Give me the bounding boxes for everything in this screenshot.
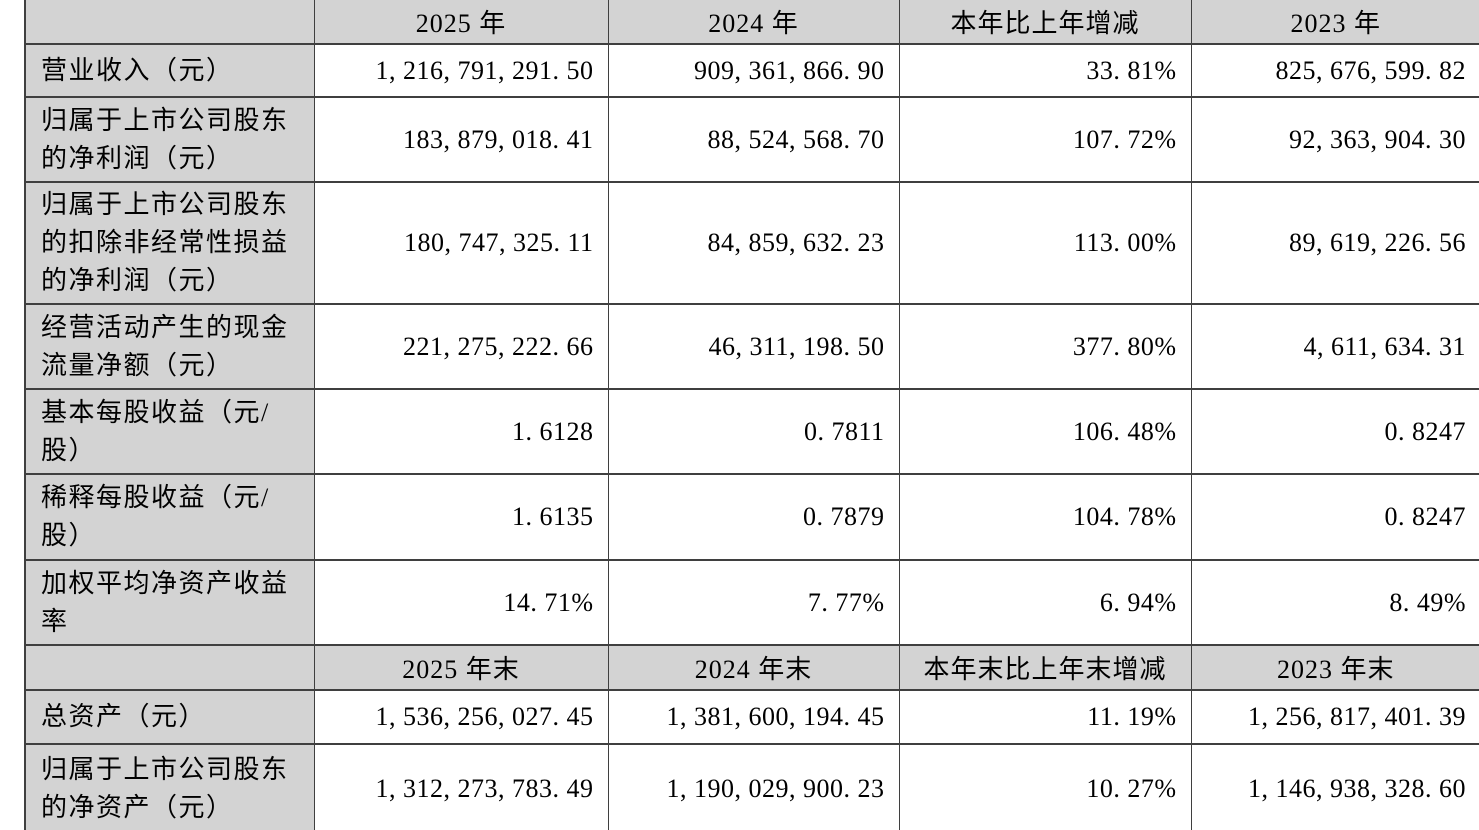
value-2025: 180, 747, 325. 11 [313, 181, 609, 305]
value-change: 11. 19% [898, 689, 1192, 745]
table-row: 经营活动产生的现金 流量净额（元） 221, 275, 222. 66 46, … [24, 303, 1479, 390]
value-2025: 1, 536, 256, 027. 45 [313, 689, 609, 745]
value-change: 377. 80% [898, 303, 1192, 390]
value-2023: 92, 363, 904. 30 [1190, 96, 1479, 183]
table-row: 营业收入（元） 1, 216, 791, 291. 50 909, 361, 8… [24, 43, 1479, 98]
value-2025: 1, 312, 273, 783. 49 [313, 743, 609, 830]
column-header-2023: 2023 年 [1190, 0, 1479, 45]
row-label-operating-cash-flow: 经营活动产生的现金 流量净额（元） [24, 303, 315, 390]
corner-cell [24, 644, 315, 691]
value-2023: 0. 8247 [1190, 388, 1479, 475]
value-2025: 221, 275, 222. 66 [313, 303, 609, 390]
value-change: 113. 00% [898, 181, 1192, 305]
row-label-basic-eps: 基本每股收益（元/ 股） [24, 388, 315, 475]
value-2024: 0. 7879 [607, 473, 900, 561]
value-change: 10. 27% [898, 743, 1192, 830]
row-label-net-profit: 归属于上市公司股东 的净利润（元） [24, 96, 315, 183]
value-2025: 183, 879, 018. 41 [313, 96, 609, 183]
value-2023: 825, 676, 599. 82 [1190, 43, 1479, 98]
value-2023: 89, 619, 226. 56 [1190, 181, 1479, 305]
value-2024: 0. 7811 [607, 388, 900, 475]
table-row: 归属于上市公司股东 的净利润（元） 183, 879, 018. 41 88, … [24, 96, 1479, 183]
value-2024: 1, 381, 600, 194. 45 [607, 689, 900, 745]
value-change: 107. 72% [898, 96, 1192, 183]
value-2023: 1, 256, 817, 401. 39 [1190, 689, 1479, 745]
column-header-2023-end: 2023 年末 [1190, 644, 1479, 691]
row-label-net-assets: 归属于上市公司股东 的净资产（元） [24, 743, 315, 830]
table-row: 2025 年 2024 年 本年比上年增减 2023 年 [24, 0, 1479, 45]
value-2023: 8. 49% [1190, 559, 1479, 646]
value-2024: 7. 77% [607, 559, 900, 646]
row-label-deducted-net-profit: 归属于上市公司股东 的扣除非经常性损益 的净利润（元） [24, 181, 315, 305]
row-label-total-assets: 总资产（元） [24, 689, 315, 745]
table-row: 加权平均净资产收益 率 14. 71% 7. 77% 6. 94% 8. 49% [24, 559, 1479, 646]
table-row: 归属于上市公司股东 的扣除非经常性损益 的净利润（元） 180, 747, 32… [24, 181, 1479, 305]
table-row: 2025 年末 2024 年末 本年末比上年末增减 2023 年末 [24, 644, 1479, 691]
value-2024: 84, 859, 632. 23 [607, 181, 900, 305]
column-header-2024: 2024 年 [607, 0, 900, 45]
value-2024: 88, 524, 568. 70 [607, 96, 900, 183]
value-2023: 4, 611, 634. 31 [1190, 303, 1479, 390]
value-2025: 1. 6128 [313, 388, 609, 475]
value-2025: 14. 71% [313, 559, 609, 646]
value-2023: 0. 8247 [1190, 473, 1479, 561]
value-2025: 1. 6135 [313, 473, 609, 561]
row-label-revenue: 营业收入（元） [24, 43, 315, 98]
column-header-2024-end: 2024 年末 [607, 644, 900, 691]
value-2024: 46, 311, 198. 50 [607, 303, 900, 390]
value-2023: 1, 146, 938, 328. 60 [1190, 743, 1479, 830]
value-change: 104. 78% [898, 473, 1192, 561]
column-header-2025-end: 2025 年末 [313, 644, 609, 691]
table-row: 稀释每股收益（元/ 股） 1. 6135 0. 7879 104. 78% 0.… [24, 473, 1479, 561]
value-2025: 1, 216, 791, 291. 50 [313, 43, 609, 98]
financial-summary-table: 2025 年 2024 年 本年比上年增减 2023 年 营业收入（元） 1, … [24, 0, 1479, 830]
value-change: 106. 48% [898, 388, 1192, 475]
row-label-weighted-avg-roe: 加权平均净资产收益 率 [24, 559, 315, 646]
corner-cell [24, 0, 315, 45]
table-row: 总资产（元） 1, 536, 256, 027. 45 1, 381, 600,… [24, 689, 1479, 745]
row-label-diluted-eps: 稀释每股收益（元/ 股） [24, 473, 315, 561]
value-2024: 909, 361, 866. 90 [607, 43, 900, 98]
column-header-change-end: 本年末比上年末增减 [898, 644, 1192, 691]
value-2024: 1, 190, 029, 900. 23 [607, 743, 900, 830]
table-row: 归属于上市公司股东 的净资产（元） 1, 312, 273, 783. 49 1… [24, 743, 1479, 830]
column-header-2025: 2025 年 [313, 0, 609, 45]
table-row: 基本每股收益（元/ 股） 1. 6128 0. 7811 106. 48% 0.… [24, 388, 1479, 475]
value-change: 33. 81% [898, 43, 1192, 98]
column-header-change: 本年比上年增减 [898, 0, 1192, 45]
value-change: 6. 94% [898, 559, 1192, 646]
